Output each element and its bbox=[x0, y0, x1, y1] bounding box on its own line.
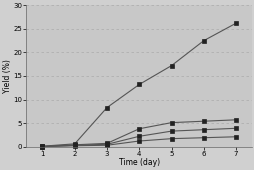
Y-axis label: Yield (%): Yield (%) bbox=[3, 59, 12, 93]
X-axis label: Time (day): Time (day) bbox=[118, 158, 159, 167]
